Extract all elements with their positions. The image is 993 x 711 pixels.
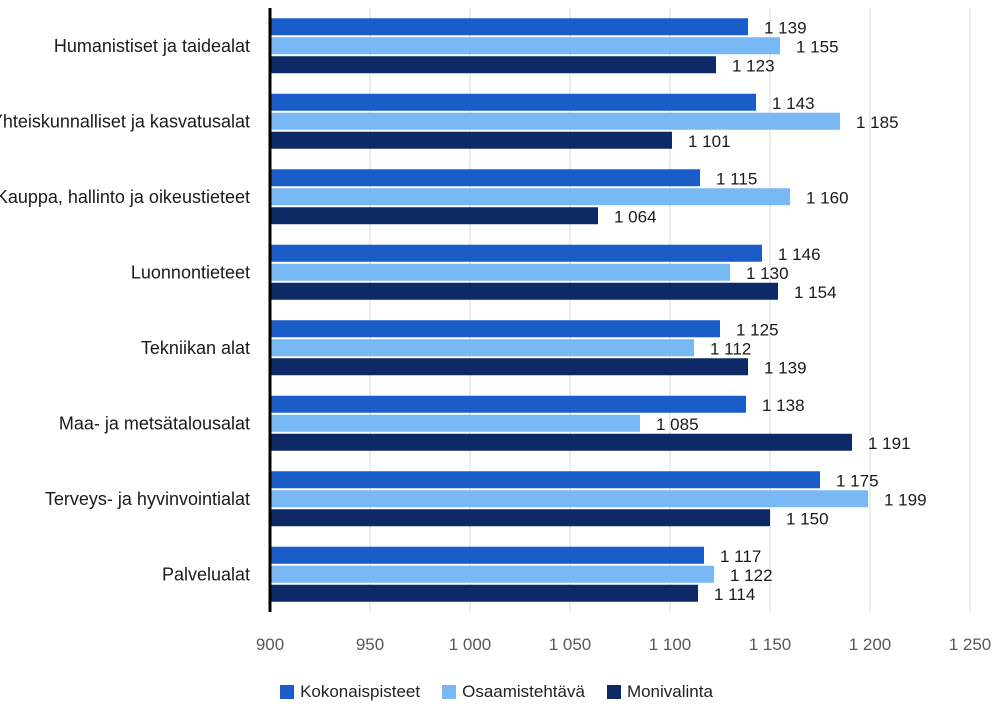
bar <box>270 584 698 602</box>
legend-swatch <box>606 685 621 699</box>
legend-item: Monivalinta <box>606 682 713 702</box>
x-tick-label: 1 050 <box>549 635 592 654</box>
bar <box>270 490 868 508</box>
legend: Kokonaispisteet Osaamistehtävä Monivalinta <box>0 682 993 702</box>
data-label: 1 125 <box>736 320 779 339</box>
category-label: Tekniikan alat <box>141 338 250 358</box>
category-label: Terveys- ja hyvinvointialat <box>45 489 250 509</box>
bar <box>270 471 820 489</box>
category-label: Maa- ja metsätalousalat <box>59 413 250 433</box>
bar <box>270 112 840 130</box>
bar <box>270 320 720 338</box>
data-label: 1 154 <box>794 283 837 302</box>
data-label: 1 123 <box>732 56 775 75</box>
bar <box>270 207 598 225</box>
bar <box>270 282 778 300</box>
x-tick-label: 1 000 <box>449 635 492 654</box>
legend-swatch <box>280 685 295 699</box>
category-label: Yhteiskunnalliset ja kasvatusalat <box>0 111 250 131</box>
bar <box>270 188 790 206</box>
data-label: 1 139 <box>764 18 807 37</box>
data-label: 1 114 <box>714 585 755 604</box>
data-label: 1 185 <box>856 113 899 132</box>
data-label: 1 143 <box>772 94 815 113</box>
x-tick-label: 1 250 <box>949 635 992 654</box>
data-label: 1 155 <box>796 37 839 56</box>
x-tick-label: 1 100 <box>649 635 692 654</box>
bar <box>270 263 730 281</box>
bar <box>270 169 700 187</box>
data-label: 1 112 <box>710 339 751 358</box>
bar <box>270 244 762 262</box>
legend-label: Kokonaispisteet <box>300 682 421 701</box>
category-label: Humanistiset ja taidealat <box>54 36 250 56</box>
bar <box>270 509 770 527</box>
data-label: 1 199 <box>884 490 927 509</box>
x-tick-label: 950 <box>356 635 384 654</box>
bar <box>270 37 780 55</box>
data-label: 1 122 <box>730 566 773 585</box>
legend-item: Osaamistehtävä <box>442 682 585 702</box>
data-label: 1 130 <box>746 264 789 283</box>
bar <box>270 433 852 451</box>
bar <box>270 339 694 357</box>
x-tick-label: 1 150 <box>749 635 792 654</box>
legend-swatch <box>442 685 457 699</box>
bar <box>270 18 748 36</box>
data-label: 1 115 <box>716 169 757 188</box>
category-label: Luonnontieteet <box>131 262 250 282</box>
legend-label: Monivalinta <box>626 682 713 701</box>
data-label: 1 117 <box>720 547 761 566</box>
data-label: 1 064 <box>614 207 657 226</box>
x-tick-label: 1 200 <box>849 635 892 654</box>
data-label: 1 139 <box>764 358 807 377</box>
category-label: Palvelualat <box>162 564 250 584</box>
legend-label: Osaamistehtävä <box>462 682 585 701</box>
bar <box>270 56 716 74</box>
data-label: 1 150 <box>786 509 829 528</box>
bar <box>270 414 640 432</box>
bar <box>270 565 714 583</box>
data-label: 1 175 <box>836 471 879 490</box>
bar <box>270 395 746 413</box>
bar <box>270 93 756 111</box>
bar <box>270 131 672 149</box>
data-label: 1 146 <box>778 245 821 264</box>
bar <box>270 546 704 564</box>
data-label: 1 191 <box>868 434 911 453</box>
data-label: 1 101 <box>688 132 731 151</box>
legend-item: Kokonaispisteet <box>280 682 420 702</box>
category-label: Kauppa, hallinto ja oikeustieteet <box>0 187 250 207</box>
data-label: 1 160 <box>806 188 849 207</box>
bar <box>270 358 748 376</box>
x-tick-label: 900 <box>256 635 284 654</box>
data-label: 1 085 <box>656 415 699 434</box>
data-label: 1 138 <box>762 396 805 415</box>
